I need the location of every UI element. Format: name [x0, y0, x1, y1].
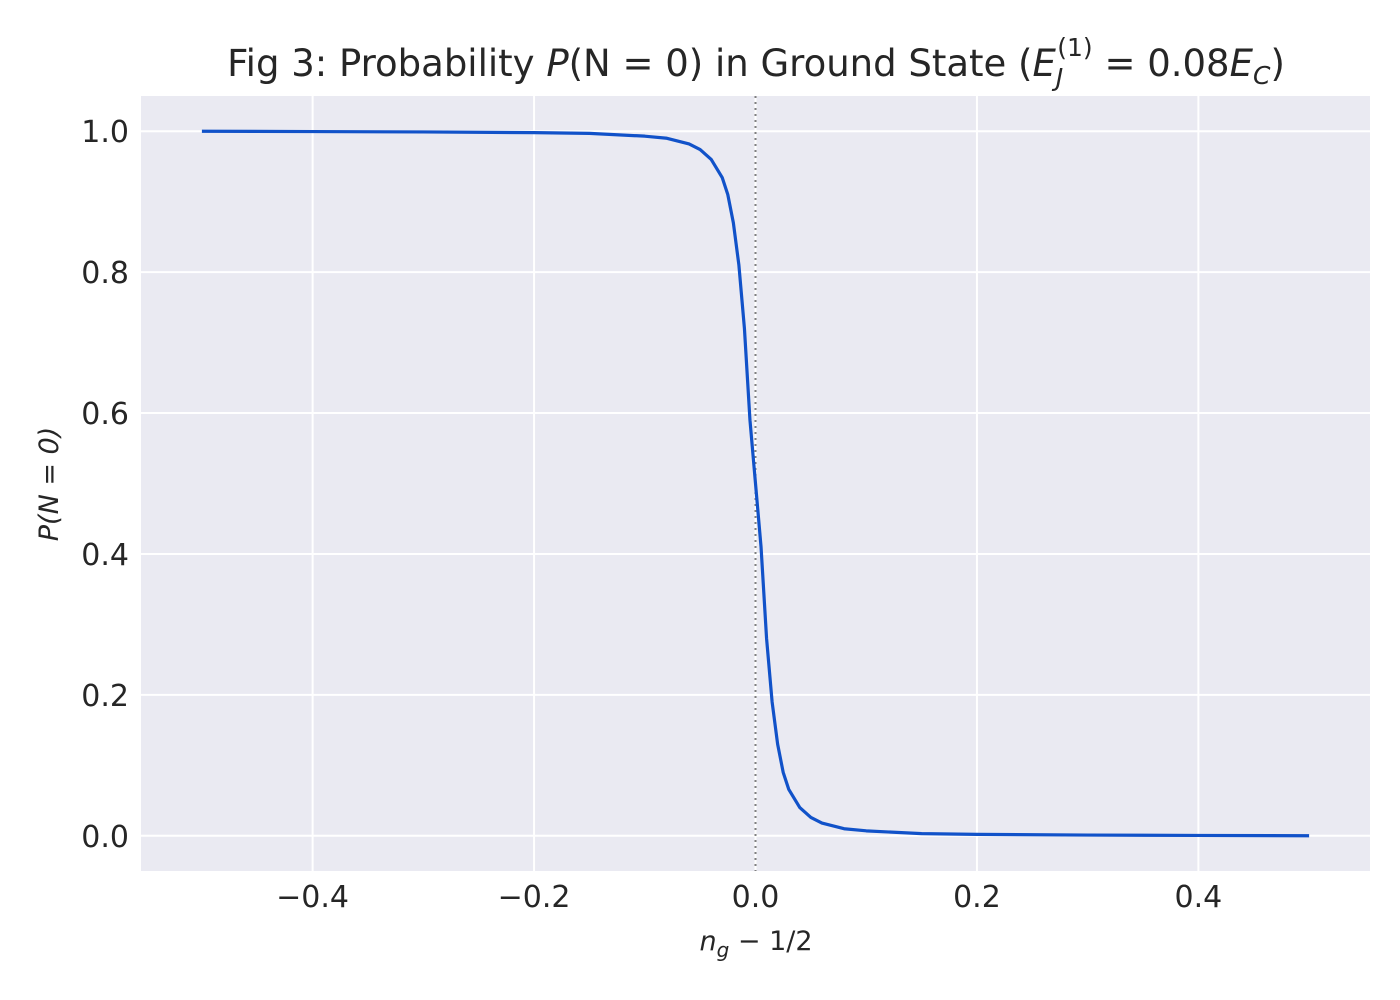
y-tick-label: 0.2: [81, 679, 129, 714]
x-tick-label: −0.4: [276, 880, 349, 915]
tick-labels: −0.4 −0.2 0.0 0.2 0.4 0.0 0.2 0.4 0.6 0.8 1.0: [81, 115, 1222, 915]
x-tick-label: 0.4: [1175, 880, 1223, 915]
x-tick-label: 0.0: [732, 880, 780, 915]
y-tick-label: 0.4: [81, 538, 129, 573]
y-axis-label: P(N = 0): [34, 427, 65, 542]
x-tick-label: 0.2: [953, 880, 1001, 915]
y-tick-label: 0.6: [81, 397, 129, 432]
y-tick-label: 1.0: [81, 115, 129, 150]
y-tick-label: 0.0: [81, 820, 129, 855]
y-tick-label: 0.8: [81, 256, 129, 291]
series-line: [201, 129, 1310, 838]
chart-title: Fig 3: Probability P(N = 0) in Ground St…: [227, 33, 1285, 92]
x-axis-label: ng − 1/2: [699, 926, 812, 962]
x-tick-label: −0.2: [498, 880, 571, 915]
